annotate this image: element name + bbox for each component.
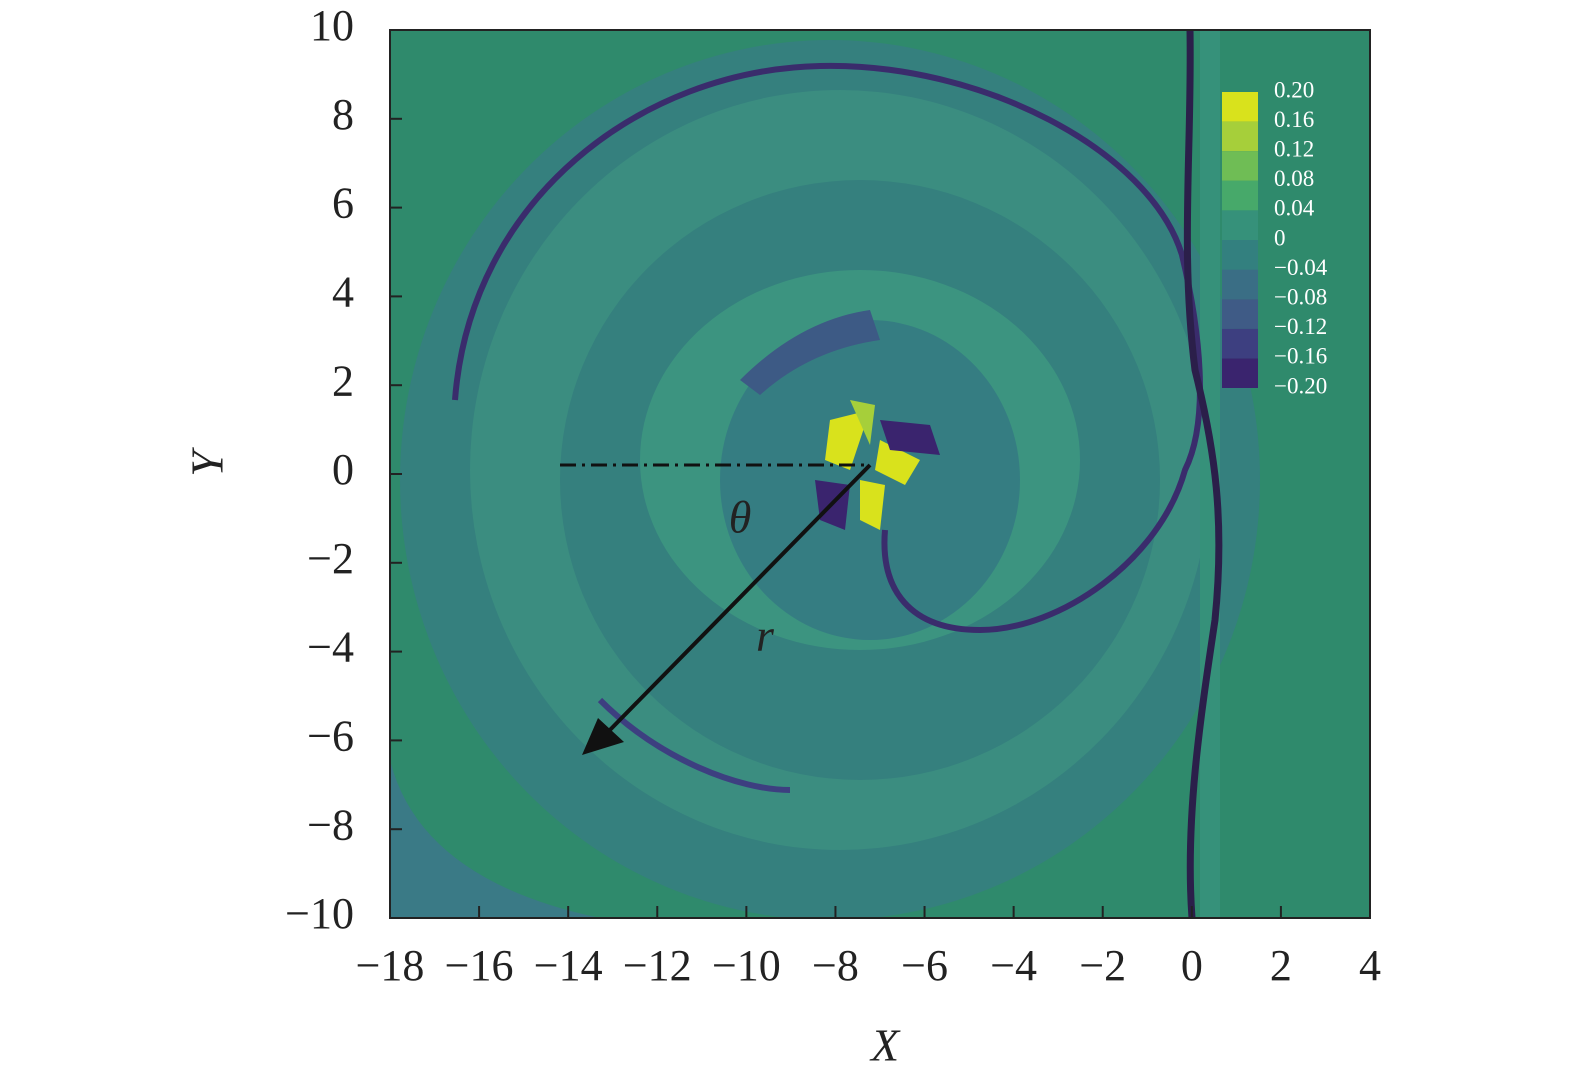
- colorbar-band: [1222, 210, 1258, 240]
- y-tick-label: 10: [310, 1, 354, 50]
- colorbar-label: 0.20: [1274, 77, 1314, 102]
- x-tick-label: −2: [1079, 941, 1126, 990]
- x-tick-label: −18: [356, 941, 425, 990]
- colorbar-label: 0.08: [1274, 166, 1314, 191]
- colorbar-band: [1222, 240, 1258, 270]
- colorbar-label: 0.16: [1274, 107, 1314, 132]
- colorbar-band: [1222, 121, 1258, 152]
- x-tick-label: 2: [1270, 941, 1292, 990]
- colorbar-band: [1222, 358, 1258, 388]
- colorbar-band: [1222, 299, 1258, 329]
- colorbar-band: [1222, 151, 1258, 181]
- x-tick-label: −10: [712, 941, 781, 990]
- colorbar-band: [1222, 180, 1258, 211]
- arrow-head: [582, 718, 624, 755]
- y-tick-label: −6: [307, 711, 354, 760]
- y-tick-label: 0: [332, 445, 354, 494]
- y-tick-label: −10: [285, 889, 354, 938]
- x-tick-label: −4: [990, 941, 1037, 990]
- field: [390, 30, 1370, 918]
- x-tick-label: −16: [445, 941, 514, 990]
- colorbar-label: 0.04: [1274, 196, 1315, 221]
- colorbar-label: −0.08: [1274, 284, 1327, 309]
- radius-arrow: [603, 463, 872, 737]
- y-tick-label: 8: [332, 90, 354, 139]
- r-label: r: [756, 610, 775, 661]
- y-tick-label: 4: [332, 267, 354, 316]
- colorbar-label: −0.12: [1274, 314, 1327, 339]
- x-tick-label: −12: [623, 941, 692, 990]
- colorbar-label: −0.04: [1274, 255, 1328, 280]
- colorbar-label: 0: [1274, 225, 1286, 250]
- y-tick-label: −8: [307, 800, 354, 849]
- x-tick-label: −14: [534, 941, 603, 990]
- x-tick-label: −8: [812, 941, 859, 990]
- y-tick-label: 2: [332, 356, 354, 405]
- y-axis-label: Y: [182, 447, 233, 477]
- y-tick-label: 6: [332, 179, 354, 228]
- colorbar-label: −0.20: [1274, 373, 1327, 398]
- colorbar-label: 0.12: [1274, 136, 1314, 161]
- theta-label: θ: [729, 492, 752, 543]
- colorbar-band: [1222, 269, 1258, 300]
- x-tick-label: 4: [1359, 941, 1381, 990]
- x-axis-label: X: [869, 1020, 901, 1071]
- colorbar-label: −0.16: [1274, 344, 1327, 369]
- x-tick-label: 0: [1181, 941, 1203, 990]
- x-tick-label: −6: [901, 941, 948, 990]
- colorbar-band: [1222, 328, 1258, 359]
- y-tick-label: −2: [307, 534, 354, 583]
- colorbar-band: [1222, 92, 1258, 122]
- y-tick-label: −4: [307, 623, 354, 672]
